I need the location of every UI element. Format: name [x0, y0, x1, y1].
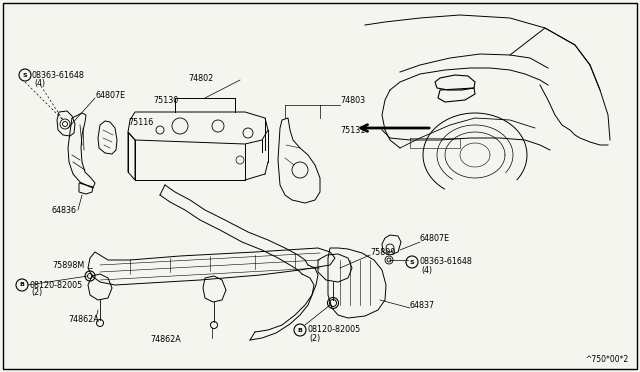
Text: 75130: 75130	[153, 96, 179, 105]
Text: 75131: 75131	[340, 125, 365, 135]
Text: S: S	[410, 260, 414, 264]
Text: 74803: 74803	[340, 96, 365, 105]
Text: 64807E: 64807E	[420, 234, 450, 243]
Text: ^750*00*2: ^750*00*2	[585, 356, 628, 365]
Text: 64837: 64837	[410, 301, 435, 310]
Text: 08120-82005: 08120-82005	[29, 280, 83, 289]
Text: 75899: 75899	[370, 247, 396, 257]
Text: (2): (2)	[31, 289, 42, 298]
Text: (2): (2)	[309, 334, 320, 343]
Text: B: B	[20, 282, 24, 288]
Text: 08120-82005: 08120-82005	[307, 326, 360, 334]
Text: 75116: 75116	[128, 118, 153, 126]
Text: 64807E: 64807E	[95, 90, 125, 99]
Text: 74802: 74802	[188, 74, 213, 83]
Text: 64836: 64836	[52, 205, 77, 215]
Text: 74862A: 74862A	[150, 336, 180, 344]
Text: 08363-61648: 08363-61648	[32, 71, 85, 80]
Text: 08363-61648: 08363-61648	[419, 257, 472, 266]
Text: (4): (4)	[421, 266, 432, 275]
Text: 75898M: 75898M	[52, 260, 84, 269]
Text: 74862A: 74862A	[68, 315, 99, 324]
Text: (4): (4)	[34, 78, 45, 87]
Text: S: S	[22, 73, 28, 77]
Text: B: B	[298, 327, 303, 333]
